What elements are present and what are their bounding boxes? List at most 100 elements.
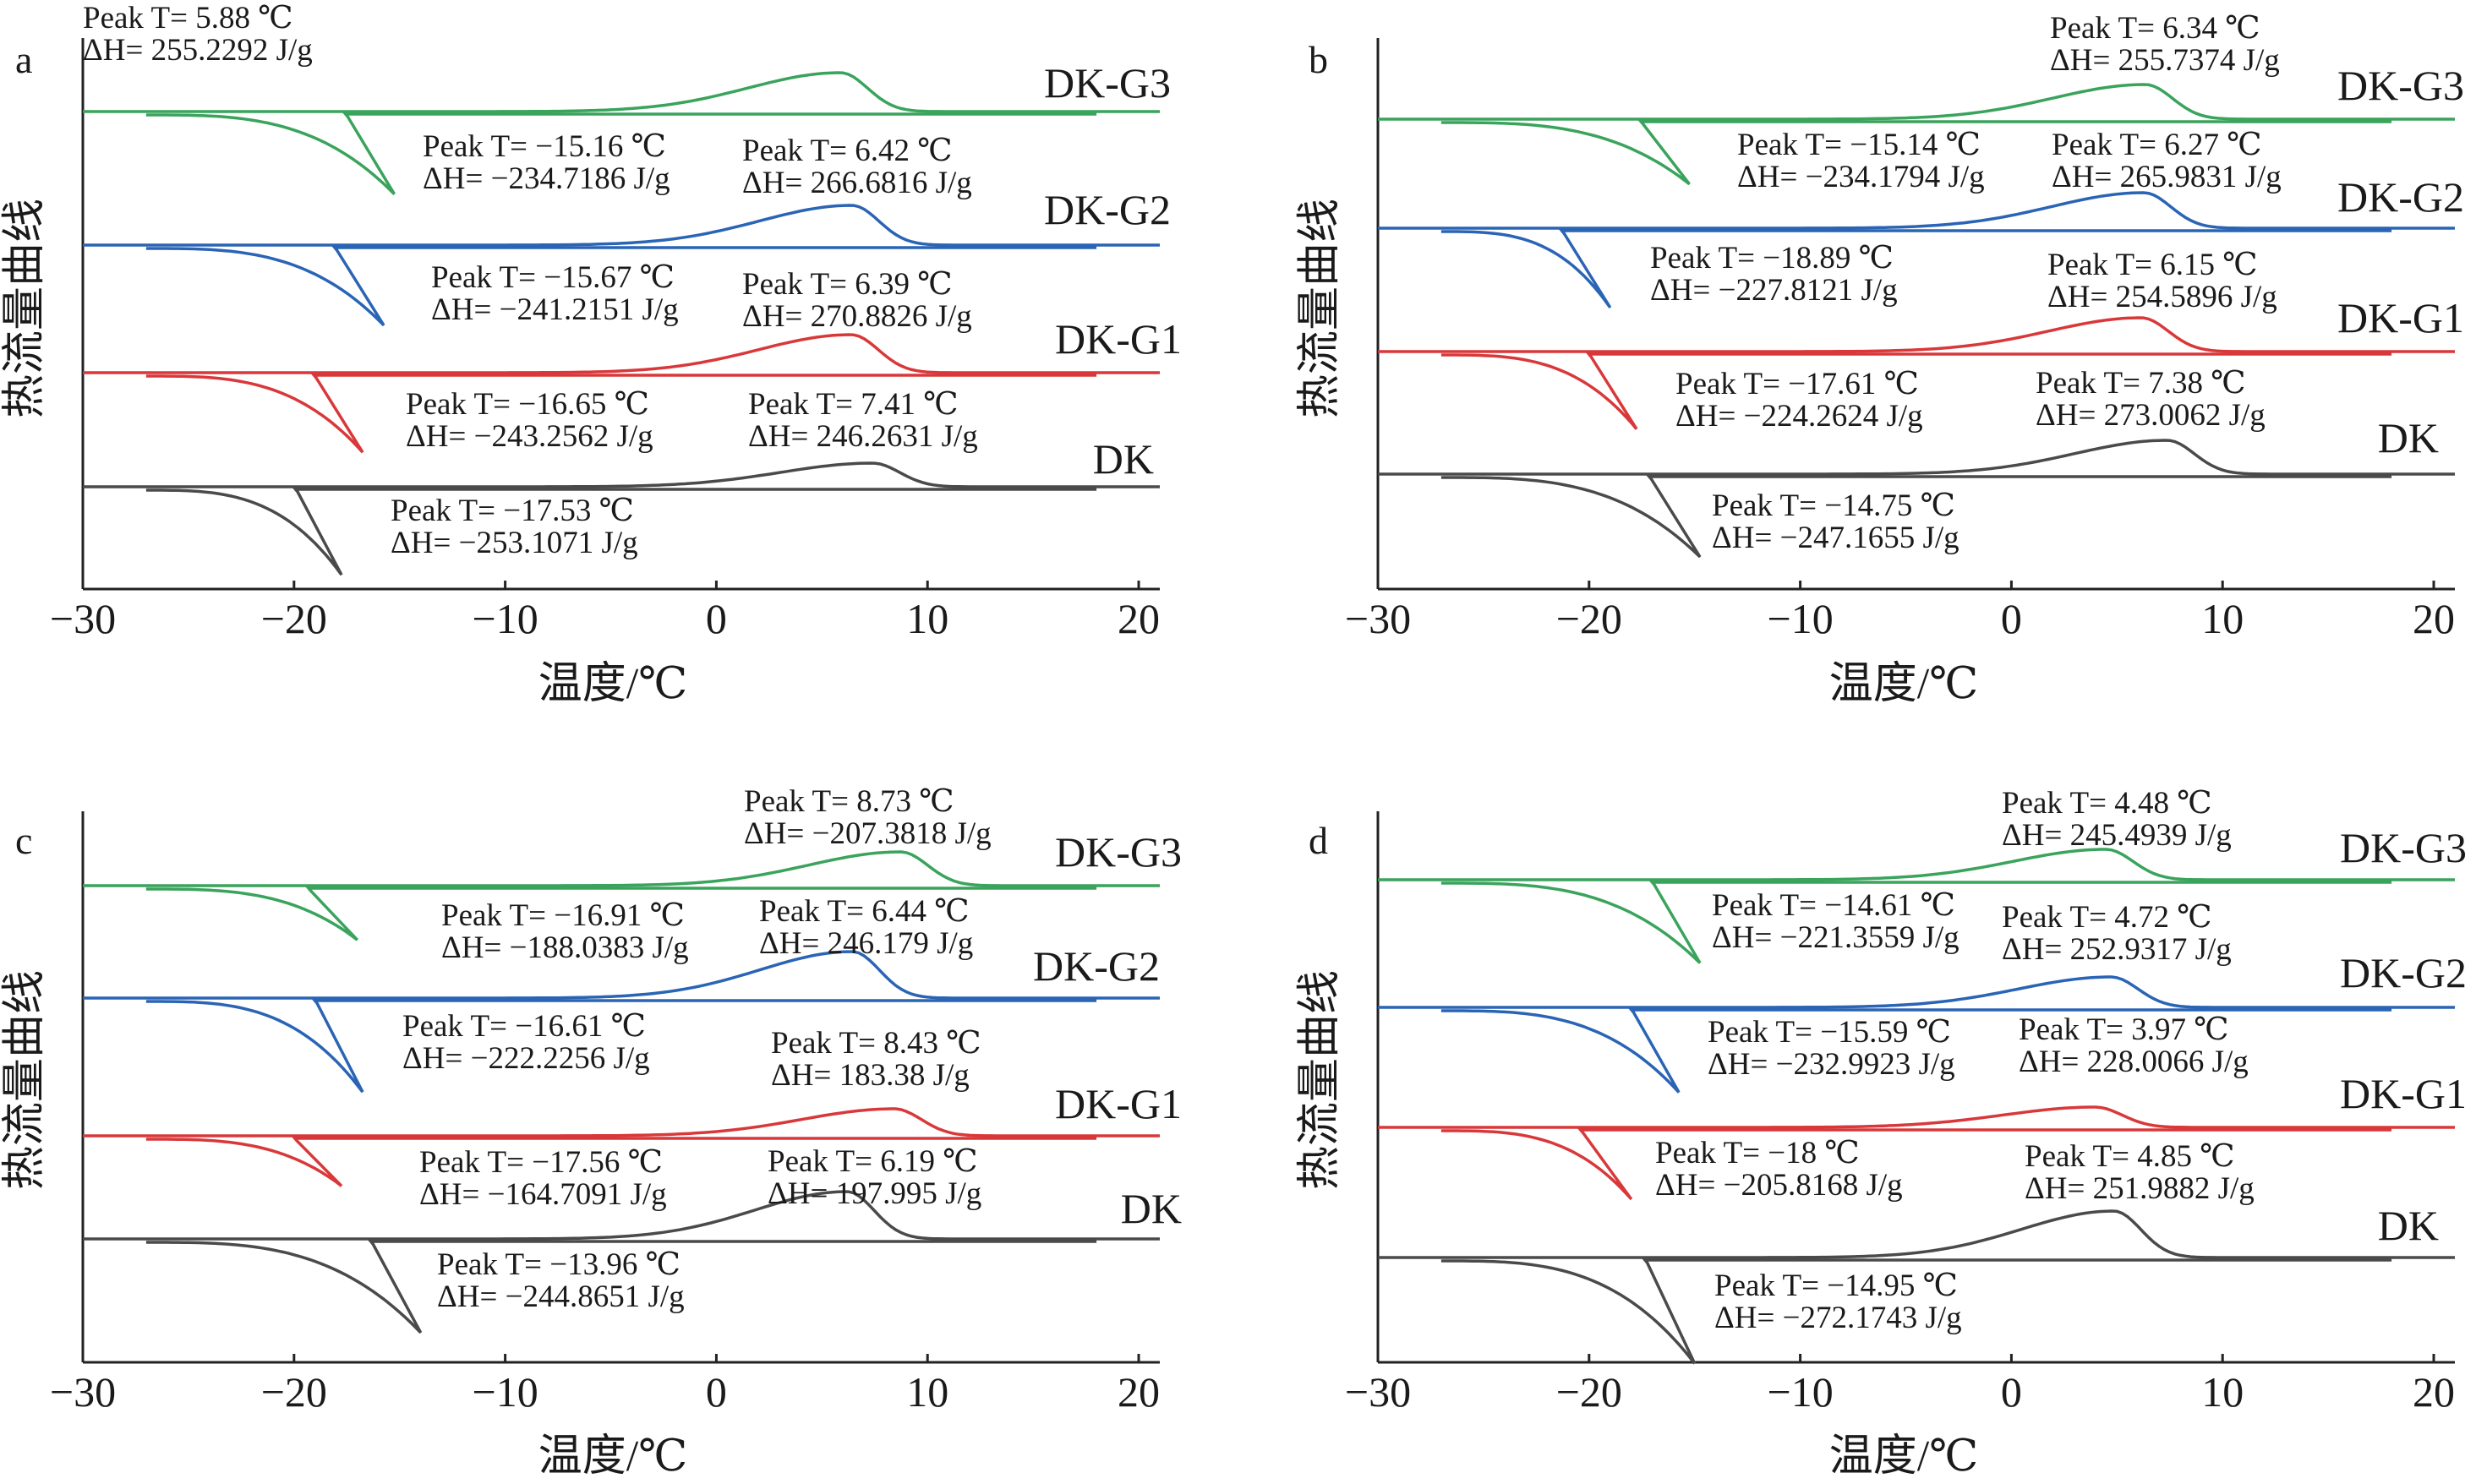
panel-b: b 热流量曲线 温度/℃ −30 −20 −10 0 10 20 DK-G3 Peak T= … (1296, 11, 2464, 708)
panel-a: a 热流量曲线 温度/℃ −30 −20 −10 0 10 20 DK-G3 Peak T= … (1, 1, 1182, 708)
series-name: DK-G1 (2340, 1070, 2467, 1117)
exo-enthalpy-label: ΔH= 228.0066 J/g (2019, 1045, 2249, 1079)
series-name: DK (2378, 414, 2439, 461)
exo-peak-label: Peak T= 6.44 ℃ (759, 894, 970, 929)
x-tick-label: −30 (50, 1368, 116, 1416)
endo-peak-label: Peak T= −16.65 ℃ (406, 387, 649, 422)
exo-peak-label: Peak T= 6.15 ℃ (2047, 248, 2258, 282)
heating-curve (1378, 439, 2455, 476)
heating-curve (83, 204, 1160, 247)
exo-peak-label: Peak T= 8.43 ℃ (771, 1026, 981, 1061)
exo-enthalpy-label: ΔH= 197.995 J/g (768, 1176, 981, 1211)
endo-enthalpy-label: ΔH= −241.2151 J/g (431, 292, 679, 327)
x-tick-label: 10 (2201, 595, 2244, 642)
x-tick-label: 20 (2413, 595, 2455, 642)
exo-peak-label: Peak T= 6.27 ℃ (2052, 128, 2262, 162)
x-tick-label: 20 (1118, 1368, 1160, 1416)
x-tick-label: −10 (473, 1368, 538, 1416)
x-tick-label: −30 (1345, 1368, 1411, 1416)
endo-peak-label: Peak T= −17.61 ℃ (1675, 367, 1919, 401)
series-name: DK-G3 (1044, 59, 1171, 106)
x-tick-label: −10 (1768, 595, 1834, 642)
exo-enthalpy-label: ΔH= 270.8826 J/g (742, 299, 972, 334)
cooling-curve (145, 246, 1097, 327)
cooling-curve (145, 1137, 1097, 1187)
x-tick-label: −20 (261, 1368, 327, 1416)
endo-enthalpy-label: ΔH= −188.0383 J/g (441, 930, 689, 965)
heating-curve (83, 461, 1160, 488)
endo-enthalpy-label: ΔH= −253.1071 J/g (391, 526, 638, 560)
cooling-curve (145, 1240, 1097, 1334)
series-name: DK (2378, 1202, 2439, 1249)
exo-peak-label: Peak T= 4.72 ℃ (2002, 900, 2212, 935)
exo-peak-label: Peak T= 4.85 ℃ (2025, 1139, 2235, 1174)
x-tick-label: 10 (906, 1368, 948, 1416)
panel-d: d 热流量曲线 温度/℃ −30 −20 −10 0 10 20 DK-G3 Peak T= … (1296, 786, 2467, 1481)
exo-enthalpy-label: ΔH= 251.9882 J/g (2025, 1171, 2255, 1206)
endo-peak-label: Peak T= −14.61 ℃ (1712, 888, 1955, 923)
exo-peak-label: Peak T= 5.88 ℃ (83, 1, 293, 35)
exo-enthalpy-label: ΔH= 254.5896 J/g (2047, 280, 2277, 314)
panel-letter: b (1309, 38, 1328, 81)
endo-peak-label: Peak T= −17.56 ℃ (419, 1145, 663, 1180)
cooling-curve (1440, 1128, 2392, 1201)
cooling-curve (145, 374, 1097, 454)
x-tick-label: −20 (261, 595, 327, 642)
panel-letter: d (1309, 819, 1328, 862)
x-tick-label: −20 (1556, 595, 1622, 642)
endo-peak-label: Peak T= −14.95 ℃ (1714, 1268, 1958, 1303)
y-axis-title: 热流量曲线 (1, 199, 49, 418)
endo-enthalpy-label: ΔH= −247.1655 J/g (1712, 521, 1959, 555)
heating-curve (83, 71, 1160, 113)
panel-letter: c (15, 819, 32, 862)
series-name: DK-G2 (1033, 942, 1160, 990)
exo-enthalpy-label: ΔH= 255.2292 J/g (83, 33, 313, 68)
panel-c: c 热流量曲线 温度/℃ −30 −20 −10 0 10 20 DK-G3 Peak T= … (1, 784, 1182, 1481)
endo-enthalpy-label: ΔH= −272.1743 J/g (1714, 1301, 1962, 1335)
exo-enthalpy-label: ΔH= 265.9831 J/g (2052, 160, 2282, 194)
endo-enthalpy-label: ΔH= −227.8121 J/g (1650, 273, 1898, 308)
cooling-curve (1440, 475, 2392, 559)
exo-peak-label: Peak T= 6.34 ℃ (2050, 11, 2260, 46)
cooling-curve (145, 112, 1097, 195)
exo-enthalpy-label: ΔH= 273.0062 J/g (2036, 398, 2266, 433)
cooling-curve (1440, 120, 2392, 186)
endo-enthalpy-label: ΔH= −234.7186 J/g (423, 161, 670, 196)
exo-peak-label: Peak T= 6.19 ℃ (768, 1144, 978, 1179)
exo-peak-label: Peak T= 4.48 ℃ (2002, 786, 2212, 821)
heating-curve (1378, 191, 2455, 230)
exo-enthalpy-label: ΔH= 246.2631 J/g (748, 419, 978, 454)
x-tick-label: 20 (2413, 1368, 2455, 1416)
cooling-curve (145, 488, 1097, 576)
series-name: DK-G1 (1055, 1080, 1182, 1127)
endo-peak-label: Peak T= −13.96 ℃ (437, 1247, 680, 1282)
x-tick-label: 0 (2001, 595, 2022, 642)
x-tick-label: −10 (1768, 1368, 1834, 1416)
x-tick-label: 0 (706, 595, 727, 642)
panel-letter: a (15, 38, 32, 81)
exo-peak-label: Peak T= 7.41 ℃ (748, 387, 959, 422)
endo-peak-label: Peak T= −18.89 ℃ (1650, 241, 1894, 276)
exo-enthalpy-label: ΔH= 255.7374 J/g (2050, 43, 2280, 78)
exo-peak-label: Peak T= 7.38 ℃ (2036, 366, 2246, 401)
exo-peak-label: Peak T= 6.42 ℃ (742, 134, 953, 168)
heating-curve (83, 1107, 1160, 1138)
exo-peak-label: Peak T= 8.73 ℃ (744, 784, 954, 819)
heating-curve (1378, 1209, 2455, 1259)
exo-enthalpy-label: ΔH= 266.6816 J/g (742, 166, 972, 200)
exo-enthalpy-label: ΔH= −207.3818 J/g (744, 816, 992, 851)
endo-enthalpy-label: ΔH= −243.2562 J/g (406, 419, 653, 454)
x-tick-label: −30 (50, 595, 116, 642)
heating-curve (83, 950, 1160, 1000)
endo-peak-label: Peak T= −17.53 ℃ (391, 494, 634, 528)
heating-curve (1378, 83, 2455, 121)
endo-enthalpy-label: ΔH= −164.7091 J/g (419, 1177, 667, 1212)
exo-peak-label: Peak T= 3.97 ℃ (2019, 1012, 2229, 1047)
endo-enthalpy-label: ΔH= −205.8168 J/g (1655, 1168, 1903, 1203)
x-tick-label: −30 (1345, 595, 1411, 642)
heating-curve (83, 1190, 1160, 1241)
endo-enthalpy-label: ΔH= −234.1794 J/g (1737, 160, 1985, 194)
cooling-curve (1440, 1008, 2392, 1094)
x-axis-title: 温度/℃ (1829, 1432, 1979, 1481)
x-tick-label: −10 (473, 595, 538, 642)
